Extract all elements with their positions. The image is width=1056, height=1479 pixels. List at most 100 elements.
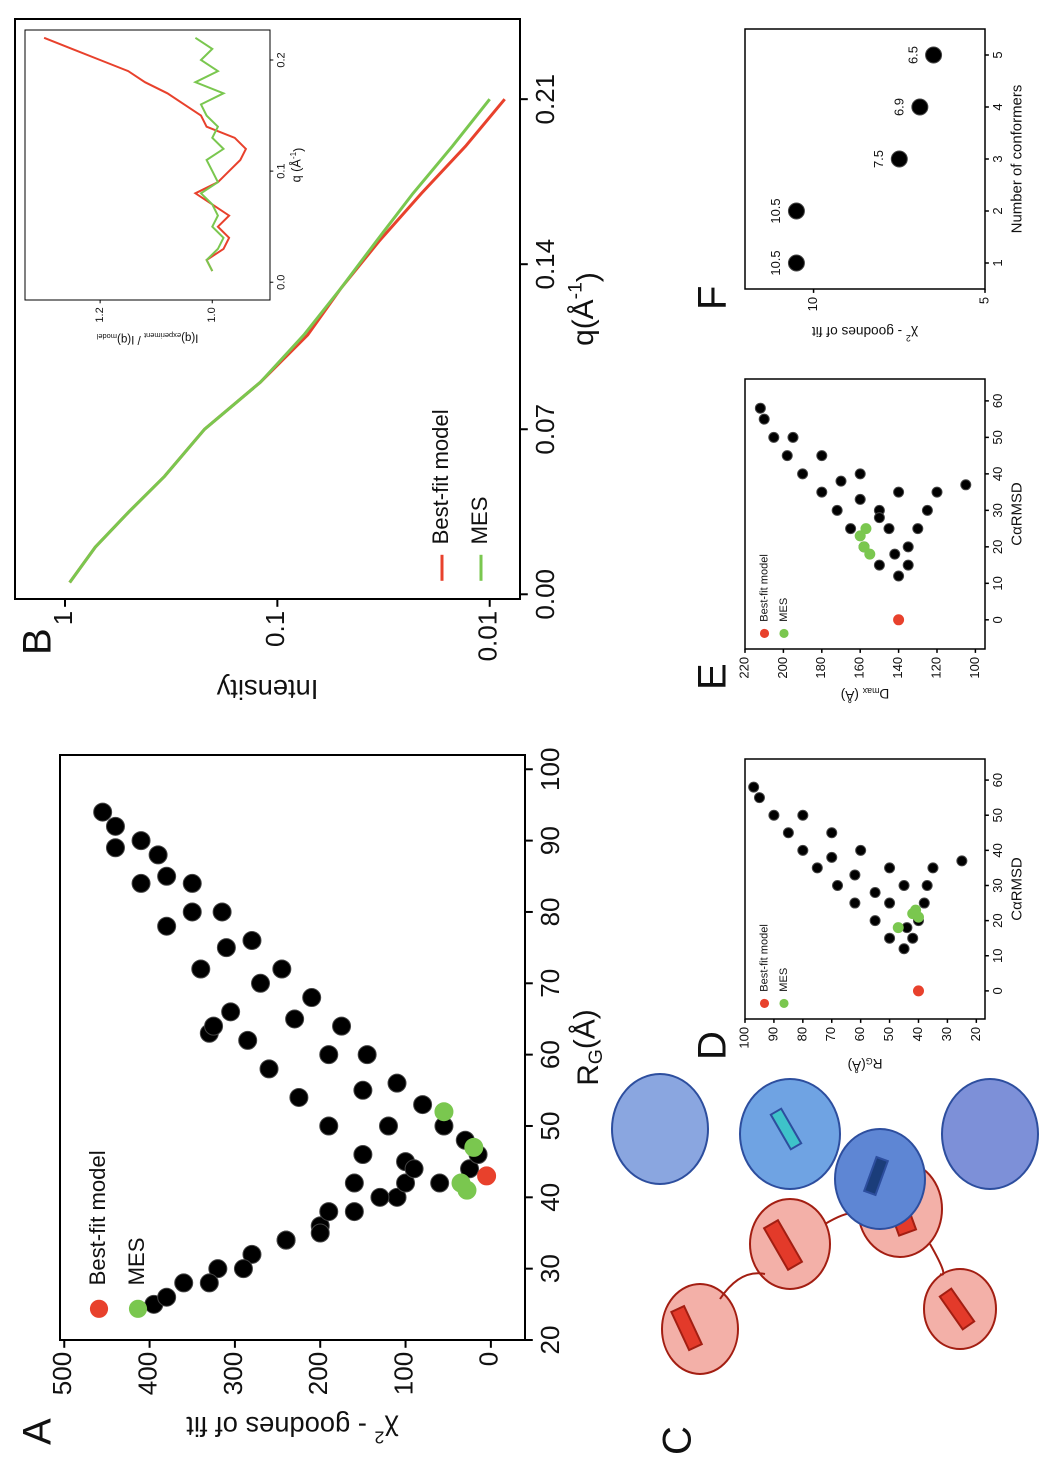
point — [902, 541, 914, 553]
plot-frame — [744, 378, 986, 650]
point — [199, 1273, 219, 1293]
x-tick-label: 40 — [990, 467, 1005, 481]
point — [849, 869, 861, 881]
plot-frame — [59, 754, 526, 1341]
point — [869, 887, 881, 899]
point — [831, 504, 843, 516]
point — [353, 1080, 373, 1100]
point — [310, 1223, 330, 1243]
point — [208, 1259, 228, 1279]
point — [787, 202, 805, 220]
point — [921, 879, 933, 891]
data-label: 6.5 — [905, 46, 920, 64]
point — [898, 943, 910, 955]
point — [956, 855, 968, 867]
panel-label: F — [691, 286, 735, 310]
point — [918, 897, 930, 909]
y-tick-label: 60 — [852, 1027, 867, 1041]
x-tick-label: 3 — [990, 155, 1005, 162]
point — [912, 985, 924, 997]
point — [816, 450, 828, 462]
point — [353, 1145, 373, 1165]
point — [873, 512, 885, 524]
x-tick-label: 10 — [990, 576, 1005, 590]
point — [912, 523, 924, 535]
x-axis-title: CαRMSD — [1008, 482, 1025, 546]
point — [845, 523, 857, 535]
legend-marker — [759, 628, 770, 638]
point — [157, 916, 177, 936]
axis-title-part: χ — [911, 327, 918, 342]
point — [890, 150, 908, 168]
axis-title-part: G — [585, 1049, 607, 1064]
point — [864, 548, 876, 560]
axis-title-part: - goodnes of fit — [812, 324, 906, 339]
y-tick-label: 30 — [939, 1027, 954, 1041]
point — [357, 1045, 377, 1065]
x-tick-label: 70 — [535, 969, 565, 998]
x-tick-label: 40 — [990, 843, 1005, 857]
mes-structures — [611, 1073, 1039, 1230]
y-tick-label: 140 — [890, 657, 905, 679]
point — [289, 1087, 309, 1107]
x-tick-label: 0 — [990, 616, 1005, 623]
y-axis-title: χ2 - goodnes of fit — [186, 1411, 399, 1448]
y-tick-label: 180 — [813, 657, 828, 679]
axis-title-part: q (Å — [289, 159, 304, 183]
y-tick-label: 100 — [967, 657, 982, 679]
axis-title-part: R — [572, 1064, 605, 1086]
legend-label: MES — [778, 598, 790, 622]
axis-title-part: 2 — [374, 1428, 384, 1448]
axis-title-part: experiment — [143, 331, 181, 340]
point — [816, 486, 828, 498]
point — [204, 1016, 224, 1036]
point — [902, 559, 914, 571]
point — [858, 541, 870, 553]
x-tick-label: 40 — [535, 1183, 565, 1212]
axis-title-part: (Å) — [568, 1009, 601, 1049]
point — [182, 873, 202, 893]
helix — [670, 1304, 704, 1352]
y-tick-label: 10 — [805, 297, 820, 311]
y-axis-title: Dmax (Å) — [841, 686, 890, 704]
helix — [769, 1107, 803, 1151]
best-fit-structure — [661, 1160, 997, 1375]
x-tick-label: 2 — [990, 207, 1005, 214]
x-tick-label: 0.0 — [275, 275, 287, 290]
y-tick-label: 200 — [775, 657, 790, 679]
point — [910, 904, 922, 916]
axis-title-part: - goodnes of fit — [186, 1411, 375, 1442]
point — [93, 802, 113, 822]
point — [854, 493, 866, 505]
x-axis-title: RG(Å) — [568, 1009, 607, 1086]
plot-frame — [14, 18, 521, 600]
point — [221, 1002, 241, 1022]
axis-title-part: G — [866, 1056, 873, 1066]
point — [276, 1230, 296, 1250]
point — [907, 932, 919, 944]
x-axis-title: q (Å-1) — [289, 148, 306, 183]
axis-title-part: model — [96, 332, 117, 341]
point — [131, 873, 151, 893]
axis-title-part: 2 — [906, 333, 911, 343]
y-tick-label: 5 — [976, 297, 991, 304]
y-tick-label: 100 — [388, 1352, 418, 1395]
axis-title-part: -1 — [564, 282, 586, 299]
axis-title-part: / I(q) — [117, 333, 144, 345]
y-tick-label: 0.01 — [473, 611, 503, 662]
point — [893, 570, 905, 582]
point — [931, 486, 943, 498]
y-tick-label: 20 — [968, 1027, 983, 1041]
point — [477, 1166, 497, 1186]
x-tick-label: 4 — [990, 103, 1005, 110]
point — [768, 431, 780, 443]
point — [251, 973, 271, 993]
point — [893, 614, 905, 626]
point — [960, 479, 972, 491]
x-tick-label: 20 — [990, 540, 1005, 554]
axis-title-part: I(q) — [181, 331, 198, 343]
domain — [941, 1078, 1039, 1190]
axis-title-part: max — [862, 686, 879, 696]
point — [826, 851, 838, 863]
